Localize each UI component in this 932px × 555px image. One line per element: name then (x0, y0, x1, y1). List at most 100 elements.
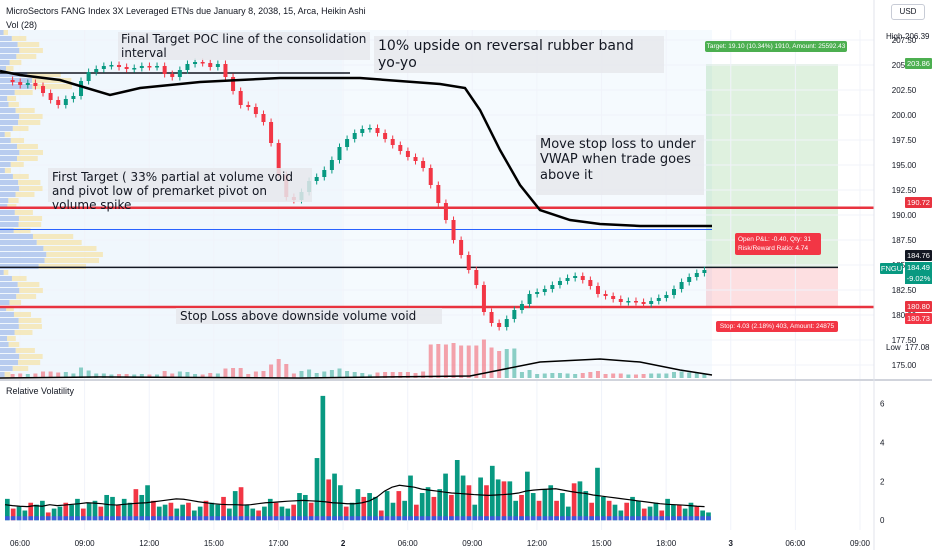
candle-up (352, 133, 357, 139)
candle-down (595, 286, 600, 294)
stop-loss-note[interactable]: Stop Loss above downside volume void (176, 308, 442, 325)
candle-down (641, 302, 646, 304)
candle-up (314, 177, 319, 181)
profile-bar (0, 210, 15, 215)
candle-up (193, 62, 198, 64)
currency-button[interactable]: USD (891, 4, 925, 20)
final-target-note[interactable]: Final Target POC line of the consolidati… (118, 32, 370, 61)
rv-bar (676, 504, 682, 521)
rv-bar (16, 506, 22, 521)
rv-bar (80, 508, 86, 521)
price-tick-label: 207.50 (892, 36, 917, 45)
time-tick-label: 06:00 (398, 539, 419, 548)
rv-base-bar (612, 516, 618, 521)
rv-base-bar (460, 516, 466, 521)
rv-base-bar (443, 516, 448, 521)
rv-base-bar (5, 516, 10, 521)
profile-bar (0, 186, 20, 191)
profile-bar (14, 90, 33, 95)
rv-bar (513, 500, 519, 521)
rv-base-bar (162, 516, 168, 521)
rv-bar (308, 502, 314, 521)
move-stop-note[interactable]: Move stop loss to under VWAP when trade … (536, 135, 704, 195)
rv-title[interactable]: Relative Volatility (6, 386, 75, 396)
rv-average-line (4, 484, 705, 508)
volume-bar (641, 374, 646, 378)
rv-bar (232, 491, 238, 521)
ticker-tag[interactable]: FNGU (880, 263, 903, 274)
price-tick-label: 205.00 (892, 61, 917, 70)
price-axis[interactable]: 175.00 177.50 180.00 182.50 185.00 187.50 190.… (892, 36, 917, 370)
volume-bar (48, 371, 53, 378)
rv-base-bar (180, 516, 185, 521)
rv-bar (355, 489, 361, 521)
rv-base-bar (378, 516, 384, 521)
rv-bar (647, 506, 653, 521)
level-184-tag: 184.76 (905, 250, 932, 261)
rv-base-bar (332, 516, 337, 521)
profile-bar (0, 126, 13, 131)
volume-bar (398, 372, 403, 378)
rv-base-bar (647, 516, 653, 521)
profile-bar (0, 336, 8, 341)
candle-up (177, 70, 182, 77)
candle-down (117, 65, 122, 67)
profile-bar (19, 48, 43, 53)
rv-base-bar (589, 516, 594, 521)
open-pl-box[interactable]: Open P&L: -0.40, Qty: 31 Risk/Reward Rat… (735, 233, 821, 255)
rv-base-bar (285, 516, 291, 521)
rv-bar (203, 500, 209, 521)
target-price-tag: 203.86 (905, 58, 932, 69)
volume-bar (329, 370, 334, 378)
rv-base-bar (92, 516, 98, 521)
rv-base-bar (104, 516, 110, 521)
volume-bar (527, 370, 532, 378)
volume-bar (367, 374, 372, 378)
profile-bar (16, 54, 37, 59)
rv-base-bar (700, 516, 705, 521)
rv-base-bar (466, 516, 472, 521)
rv-base-bar (326, 516, 332, 521)
profile-bar (7, 96, 17, 101)
level-190-tag: 190.72 (905, 197, 932, 208)
candle-up (139, 66, 144, 68)
upside-note[interactable]: 10% upside on reversal rubber band yo-yo (374, 36, 664, 74)
target-label[interactable]: Target: 19.10 (10.34%) 1910, Amount: 255… (705, 41, 847, 52)
volume-indicator-label[interactable]: Vol (28) (6, 20, 38, 30)
volume-bar (405, 372, 410, 378)
time-axis[interactable]: 06:00 09:00 12:00 15:00 17:00 2 06:00 09:00 12:0… (10, 539, 871, 548)
volume-bar (519, 372, 524, 378)
rv-base-bar (86, 516, 92, 521)
rv-bar (156, 506, 162, 521)
volume-bar (611, 373, 616, 378)
profile-bar (0, 168, 5, 173)
rv-base-bar (449, 516, 454, 521)
rv-bar (378, 510, 384, 521)
rv-base-bar (682, 516, 688, 521)
rv-base-bar (127, 516, 133, 521)
rv-base-bar (174, 516, 180, 521)
price-tick-label: 185.00 (892, 261, 917, 270)
rv-base-bar (513, 516, 519, 521)
profile-bar (36, 240, 82, 245)
profile-bar (0, 276, 12, 281)
rv-bar (437, 489, 443, 521)
candle-down (451, 220, 456, 240)
rv-bar (641, 508, 647, 521)
volume-bar (474, 345, 479, 378)
rv-bar (682, 508, 688, 521)
rv-base-bar (215, 516, 221, 521)
volume-bar (261, 371, 266, 378)
rv-bar (653, 502, 659, 521)
candle-up (345, 139, 350, 147)
profile-bar (13, 228, 31, 233)
stop-label[interactable]: Stop: 4.03 (2.18%) 403, Amount: 24875 (716, 321, 838, 332)
volume-bar (542, 373, 547, 378)
volume-bar (618, 373, 623, 378)
candle-down (383, 133, 388, 139)
volume-bar (18, 373, 23, 378)
rv-bar (507, 481, 513, 521)
first-target-note[interactable]: First Target ( 33% partial at volume voi… (48, 168, 312, 212)
